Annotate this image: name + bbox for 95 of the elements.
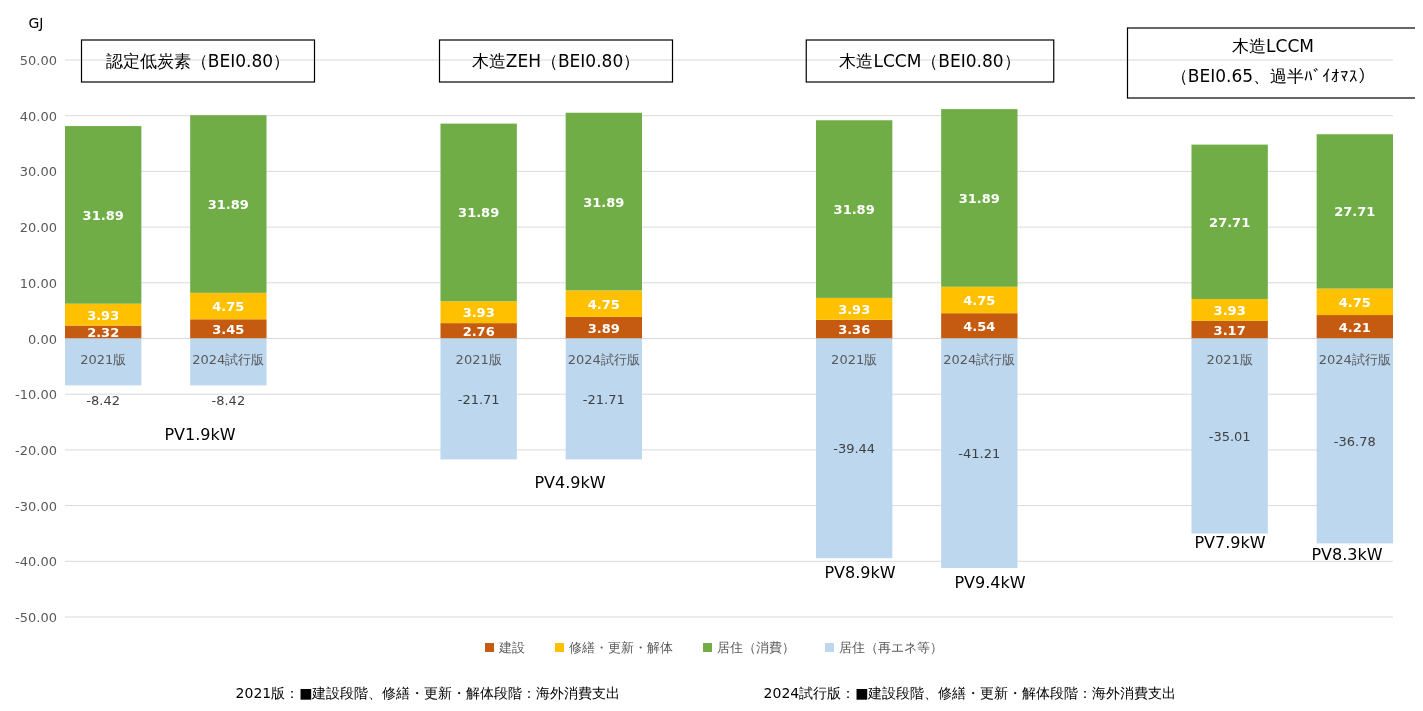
data-label: -41.21 — [958, 446, 1001, 462]
annotation: PV1.9kW — [164, 425, 236, 444]
x-tick-label: 2024試行版 — [1318, 351, 1391, 367]
x-tick-label: 2021版 — [455, 351, 502, 367]
data-label: 3.36 — [838, 322, 871, 338]
bar — [565, 316, 643, 339]
data-label: 4.21 — [1338, 319, 1371, 335]
annotation: 木造ZEH（BEI0.80） — [471, 51, 641, 71]
bar — [565, 112, 643, 291]
y-tick-label: 30.00 — [19, 164, 57, 180]
data-label: 31.89 — [82, 207, 124, 223]
bar — [941, 286, 1018, 314]
data-label: -35.01 — [1208, 429, 1251, 444]
data-label: 4.75 — [212, 299, 245, 315]
bar — [815, 338, 893, 559]
y-tick-label: -10.00 — [15, 387, 57, 403]
y-tick-label: -20.00 — [15, 442, 57, 458]
annotation: PV4.9kW — [534, 473, 606, 492]
bar — [1191, 338, 1268, 534]
data-label: 3.45 — [212, 321, 245, 337]
bar — [565, 290, 643, 317]
data-label: 27.71 — [1334, 204, 1376, 220]
y-tick-label: 10.00 — [19, 275, 57, 291]
data-label: 3.93 — [87, 307, 120, 323]
bar — [1191, 320, 1268, 339]
data-label: 31.89 — [583, 194, 625, 210]
bar — [1316, 315, 1393, 339]
data-label: 3.93 — [838, 301, 871, 317]
bar — [440, 301, 517, 324]
bar — [1191, 144, 1268, 299]
annotation: 木造LCCM （BEI0.65、過半ﾊﾞｲｵﾏｽ） — [1170, 36, 1376, 86]
legend-label: 建設 — [498, 640, 525, 655]
text: 2024試行版：■建設段階、修繕・更新・解体段階：海外消費支出 — [763, 685, 1177, 701]
bar — [1191, 298, 1268, 321]
bar — [190, 292, 267, 320]
bar — [815, 120, 893, 298]
data-label: 31.89 — [458, 205, 500, 221]
data-label: 3.93 — [1213, 302, 1246, 318]
data-label: 3.89 — [587, 320, 620, 336]
y-tick-label: -40.00 — [15, 554, 57, 570]
data-label: -8.42 — [211, 393, 246, 409]
data-label: 27.71 — [1209, 214, 1251, 230]
x-tick-label: 2024試行版 — [192, 351, 265, 367]
bar — [941, 338, 1018, 569]
annotation: PV7.9kW — [1194, 533, 1266, 552]
y-tick-label: -30.00 — [15, 498, 57, 514]
y-tick-label: 20.00 — [19, 220, 57, 236]
x-tick-label: 2024試行版 — [567, 351, 640, 367]
annotation: 認定低炭素（BEI0.80） — [105, 51, 291, 71]
bar — [440, 323, 517, 339]
annotation: PV8.3kW — [1311, 545, 1383, 564]
bar — [190, 319, 267, 339]
data-label: 4.75 — [963, 292, 996, 308]
data-label: -36.78 — [1333, 433, 1376, 449]
data-label: 4.75 — [587, 296, 620, 312]
x-tick-label: 2021版 — [80, 351, 127, 367]
bar — [1316, 288, 1393, 316]
legend-label: 修繕・更新・解体 — [569, 640, 673, 655]
annotation: 木造LCCM（BEI0.80） — [839, 51, 1021, 71]
y-tick-label: 50.00 — [19, 53, 57, 68]
bar — [440, 123, 517, 302]
bar — [1316, 134, 1393, 289]
text: 2021版：■建設段階、修繕・更新・解体段階：海外消費支出 — [235, 685, 621, 701]
data-label: 2.76 — [462, 323, 495, 339]
data-label: -8.42 — [86, 393, 120, 409]
y-axis-title: GJ — [28, 15, 44, 31]
data-label: 3.17 — [1213, 322, 1246, 338]
data-label: 31.89 — [833, 202, 875, 218]
y-tick-label: -50.00 — [15, 610, 57, 625]
data-label: -21.71 — [457, 391, 500, 407]
data-label: 3.93 — [462, 305, 495, 321]
data-label: -39.44 — [833, 441, 876, 457]
annotation: PV9.4kW — [954, 573, 1026, 592]
x-tick-label: 2021版 — [1206, 351, 1253, 367]
bar — [65, 126, 142, 304]
bar — [941, 313, 1018, 339]
y-tick-label: 0.00 — [28, 331, 57, 347]
data-label: 31.89 — [207, 197, 249, 213]
x-tick-label: 2021版 — [831, 351, 878, 367]
x-tick-label: 2024試行版 — [943, 351, 1016, 367]
legend-label: 居住（再エネ等） — [839, 640, 943, 655]
legend-label: 居住（消費） — [717, 640, 795, 655]
data-label: 31.89 — [958, 190, 1000, 206]
bar — [941, 109, 1018, 287]
y-tick-label: 40.00 — [19, 108, 57, 124]
bar — [65, 338, 142, 386]
data-label: 4.54 — [963, 318, 996, 334]
bar — [1316, 338, 1393, 544]
bar — [190, 115, 267, 293]
data-label: 2.32 — [87, 325, 120, 341]
bar — [440, 338, 517, 460]
data-label: -21.71 — [582, 391, 625, 407]
data-label: 4.75 — [1338, 294, 1371, 310]
annotation: PV8.9kW — [824, 563, 896, 582]
bar — [565, 338, 643, 460]
